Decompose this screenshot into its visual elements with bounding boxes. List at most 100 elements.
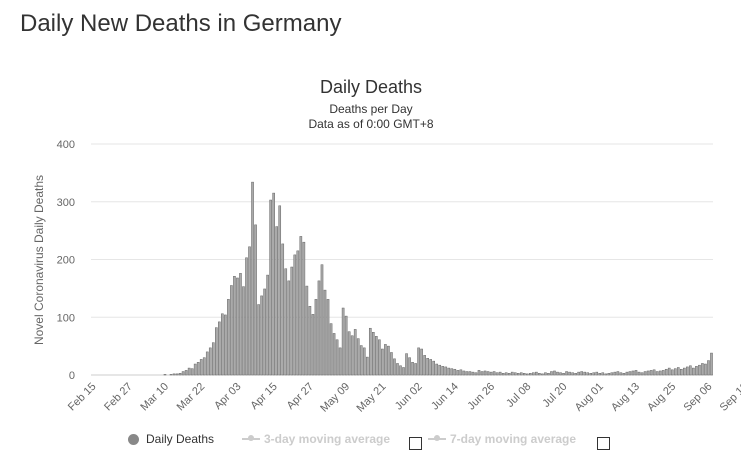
bar-daily-deaths-day-150[interactable] [544, 372, 547, 376]
bar-daily-deaths-day-136[interactable] [501, 373, 505, 376]
bar-daily-deaths-day-171[interactable] [607, 373, 611, 376]
bar-daily-deaths-day-57[interactable] [263, 288, 266, 376]
bar-daily-deaths-day-105[interactable] [408, 357, 411, 376]
bar-daily-deaths-day-81[interactable] [335, 339, 339, 376]
bar-daily-deaths-day-148[interactable] [538, 373, 541, 376]
bar-daily-deaths-day-151[interactable] [547, 373, 550, 376]
bar-daily-deaths-day-144[interactable] [526, 373, 529, 376]
bar-daily-deaths-day-119[interactable] [450, 368, 454, 376]
bar-daily-deaths-day-129[interactable] [480, 371, 484, 376]
bar-daily-deaths-day-37[interactable] [202, 357, 206, 376]
bar-daily-deaths-day-53[interactable] [251, 181, 254, 376]
bar-daily-deaths-day-190[interactable] [664, 368, 668, 376]
legend-item-3-day-average[interactable]: 3-day moving average [242, 432, 390, 446]
bar-daily-deaths-day-100[interactable] [393, 358, 396, 376]
bar-daily-deaths-day-145[interactable] [529, 373, 532, 376]
bar-daily-deaths-day-157[interactable] [565, 371, 568, 376]
bar-daily-deaths-day-58[interactable] [266, 274, 269, 376]
bar-daily-deaths-day-155[interactable] [559, 372, 562, 376]
bar-daily-deaths-day-92[interactable] [368, 327, 372, 376]
bar-daily-deaths-day-61[interactable] [275, 226, 279, 376]
bar-daily-deaths-day-114[interactable] [435, 363, 439, 376]
bar-daily-deaths-day-77[interactable] [323, 289, 327, 376]
bar-daily-deaths-day-85[interactable] [347, 331, 351, 376]
bar-daily-deaths-day-167[interactable] [595, 371, 599, 376]
bar-daily-deaths-day-110[interactable] [423, 355, 426, 376]
bar-daily-deaths-day-45[interactable] [227, 299, 230, 376]
bar-daily-deaths-day-159[interactable] [571, 372, 574, 376]
bar-daily-deaths-day-113[interactable] [432, 360, 436, 376]
bar-daily-deaths-day-46[interactable] [230, 285, 233, 376]
bar-daily-deaths-day-76[interactable] [320, 264, 324, 376]
bar-daily-deaths-day-127[interactable] [474, 372, 478, 376]
bar-daily-deaths-day-24[interactable] [163, 374, 167, 376]
legend-item-7-day-average[interactable]: 7-day moving average [428, 432, 576, 446]
bar-daily-deaths-day-176[interactable] [622, 373, 626, 376]
bar-daily-deaths-day-64[interactable] [284, 268, 288, 376]
bar-daily-deaths-day-188[interactable] [658, 370, 662, 376]
bar-daily-deaths-day-101[interactable] [396, 363, 399, 376]
bar-daily-deaths-day-177[interactable] [625, 371, 629, 376]
bar-daily-deaths-day-94[interactable] [375, 336, 378, 376]
bar-daily-deaths-day-201[interactable] [698, 364, 701, 376]
bar-daily-deaths-day-72[interactable] [308, 306, 312, 376]
bar-daily-deaths-day-192[interactable] [670, 369, 674, 376]
bar-daily-deaths-day-97[interactable] [384, 344, 387, 376]
bar-daily-deaths-day-67[interactable] [293, 254, 297, 376]
bar-daily-deaths-day-75[interactable] [317, 280, 321, 376]
bar-daily-deaths-day-91[interactable] [365, 356, 369, 376]
bar-daily-deaths-day-195[interactable] [679, 368, 683, 376]
bar-daily-deaths-day-115[interactable] [438, 364, 442, 376]
bar-daily-deaths-day-31[interactable] [184, 370, 188, 376]
bar-daily-deaths-day-152[interactable] [550, 371, 553, 376]
bar-daily-deaths-day-60[interactable] [272, 192, 275, 376]
bar-daily-deaths-day-170[interactable] [604, 373, 608, 376]
bar-daily-deaths-day-42[interactable] [218, 321, 221, 376]
bar-daily-deaths-day-116[interactable] [441, 366, 445, 376]
bar-daily-deaths-day-181[interactable] [637, 371, 641, 376]
bar-daily-deaths-day-90[interactable] [362, 347, 366, 376]
bar-daily-deaths-day-44[interactable] [224, 314, 227, 376]
bar-daily-deaths-day-202[interactable] [701, 363, 704, 376]
checkbox-3-day-average[interactable] [409, 437, 422, 450]
bar-daily-deaths-day-196[interactable] [683, 367, 686, 376]
bar-daily-deaths-day-48[interactable] [236, 277, 239, 376]
bar-daily-deaths-day-166[interactable] [592, 372, 596, 376]
bar-daily-deaths-day-128[interactable] [477, 370, 481, 376]
bar-daily-deaths-day-98[interactable] [387, 345, 390, 376]
bar-daily-deaths-day-69[interactable] [299, 236, 303, 376]
bar-daily-deaths-day-34[interactable] [193, 363, 197, 376]
bar-daily-deaths-day-132[interactable] [489, 371, 493, 376]
bar-daily-deaths-day-35[interactable] [196, 362, 200, 376]
bar-daily-deaths-day-87[interactable] [353, 329, 357, 376]
bar-daily-deaths-day-36[interactable] [199, 359, 203, 376]
bar-daily-deaths-day-175[interactable] [619, 372, 623, 376]
bar-daily-deaths-day-107[interactable] [414, 363, 417, 376]
bar-daily-deaths-day-29[interactable] [178, 373, 182, 376]
bar-daily-deaths-day-125[interactable] [468, 371, 472, 376]
bar-daily-deaths-day-173[interactable] [613, 371, 617, 376]
bar-daily-deaths-day-121[interactable] [456, 370, 460, 376]
bar-daily-deaths-day-109[interactable] [420, 348, 423, 376]
bar-daily-deaths-day-84[interactable] [344, 315, 348, 376]
bar-daily-deaths-day-41[interactable] [215, 327, 218, 376]
bar-daily-deaths-day-33[interactable] [190, 368, 194, 376]
bar-daily-deaths-day-186[interactable] [652, 369, 656, 376]
bar-daily-deaths-day-193[interactable] [673, 368, 677, 376]
bar-daily-deaths-day-140[interactable] [513, 372, 517, 376]
bar-daily-deaths-day-183[interactable] [643, 371, 647, 376]
bar-daily-deaths-day-174[interactable] [616, 371, 620, 376]
bar-daily-deaths-day-40[interactable] [211, 342, 215, 376]
bar-daily-deaths-day-78[interactable] [326, 299, 330, 376]
bar-daily-deaths-day-203[interactable] [704, 363, 707, 376]
bar-daily-deaths-day-169[interactable] [601, 372, 605, 376]
bar-daily-deaths-day-163[interactable] [583, 371, 586, 376]
bar-daily-deaths-day-139[interactable] [510, 371, 514, 376]
bar-daily-deaths-day-184[interactable] [646, 370, 650, 376]
bar-daily-deaths-day-126[interactable] [471, 371, 475, 376]
bar-daily-deaths-day-66[interactable] [290, 266, 294, 376]
bar-daily-deaths-day-55[interactable] [257, 304, 260, 376]
bar-daily-deaths-day-96[interactable] [381, 348, 384, 376]
bar-daily-deaths-day-182[interactable] [640, 372, 644, 376]
checkbox-7-day-average[interactable] [597, 437, 610, 450]
